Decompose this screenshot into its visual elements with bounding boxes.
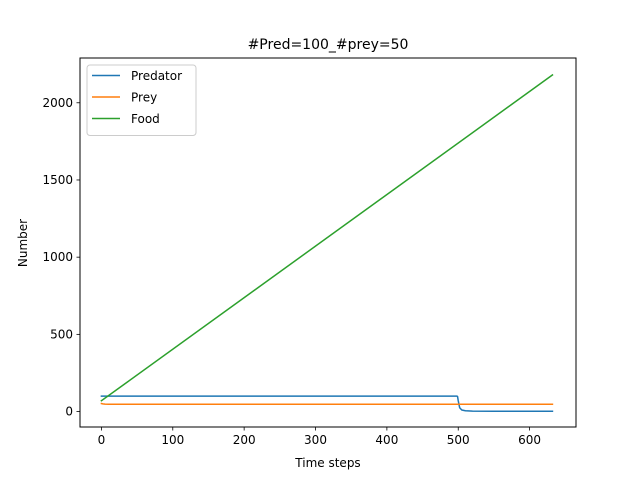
x-tick-label: 500 (447, 433, 470, 447)
y-tick-label: 500 (50, 327, 73, 341)
legend-label-predator: Predator (131, 69, 182, 83)
x-axis: 0 100 200 300 400 500 600 (98, 427, 541, 447)
y-axis-label: Number (16, 219, 30, 267)
y-tick-label: 2000 (42, 96, 73, 110)
legend-label-food: Food (131, 112, 160, 126)
series-line-food (100, 73, 554, 402)
x-tick-label: 600 (518, 433, 541, 447)
x-tick-label: 0 (98, 433, 106, 447)
y-axis: 0 500 1000 1500 2000 (42, 96, 80, 419)
series-line-predator (100, 395, 554, 412)
series-line-prey (100, 402, 554, 406)
y-tick-label: 0 (65, 405, 73, 419)
legend-label-prey: Prey (131, 91, 157, 105)
x-tick-label: 100 (161, 433, 184, 447)
plot-lines (100, 73, 554, 412)
x-axis-label: Time steps (294, 456, 360, 470)
chart-title: #Pred=100_#prey=50 (248, 37, 409, 53)
x-tick-label: 400 (375, 433, 398, 447)
x-tick-label: 300 (304, 433, 327, 447)
legend: Predator Prey Food (86, 64, 197, 136)
y-tick-label: 1000 (42, 250, 73, 264)
x-tick-label: 200 (233, 433, 256, 447)
y-tick-label: 1500 (42, 173, 73, 187)
plot-frame (79, 57, 577, 428)
